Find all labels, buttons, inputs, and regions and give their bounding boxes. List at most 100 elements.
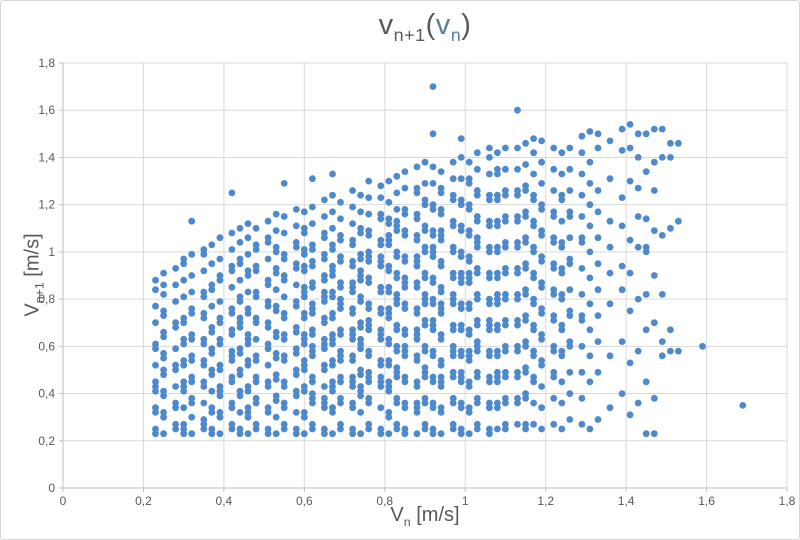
data-point	[208, 286, 216, 294]
data-point	[618, 147, 626, 154]
data-point	[522, 286, 529, 294]
data-point	[530, 217, 537, 225]
data-point	[449, 274, 457, 282]
data-point	[538, 232, 545, 239]
data-point	[538, 137, 545, 145]
data-point	[337, 425, 344, 433]
data-point	[449, 368, 457, 376]
data-point	[437, 283, 445, 291]
data-point	[578, 368, 586, 376]
data-point	[180, 430, 188, 438]
data-point	[449, 243, 457, 251]
data-point	[236, 276, 244, 284]
data-point	[530, 420, 537, 428]
data-point	[558, 295, 566, 303]
data-point	[634, 130, 642, 138]
data-point	[321, 366, 328, 374]
data-point	[449, 399, 457, 407]
data-point	[300, 413, 308, 421]
data-point	[208, 260, 216, 268]
data-point	[300, 335, 308, 343]
data-point	[566, 165, 574, 173]
data-point	[465, 430, 473, 438]
data-point	[606, 269, 614, 277]
data-point	[401, 206, 409, 213]
data-point	[642, 243, 650, 251]
data-point	[421, 394, 429, 402]
data-point	[514, 291, 521, 298]
y-tick-label: 1	[48, 245, 55, 259]
data-point	[594, 368, 602, 376]
data-point	[280, 378, 288, 386]
data-point	[152, 378, 159, 386]
data-point	[309, 420, 316, 428]
data-point	[357, 340, 364, 348]
data-point	[321, 234, 328, 242]
data-point	[413, 309, 421, 317]
data-point	[522, 260, 529, 268]
data-point	[252, 357, 260, 364]
data-point	[473, 425, 481, 433]
data-point	[494, 170, 501, 178]
data-point	[486, 154, 493, 161]
data-point	[216, 430, 224, 438]
data-point	[329, 387, 336, 395]
data-point	[421, 227, 429, 235]
data-point	[578, 239, 586, 246]
data-point	[465, 300, 473, 308]
data-point	[236, 387, 244, 395]
data-point	[365, 227, 373, 235]
data-point	[337, 257, 344, 265]
data-point	[486, 222, 493, 230]
data-point	[244, 430, 252, 438]
data-point	[349, 404, 356, 412]
data-point	[188, 378, 196, 386]
data-point	[377, 357, 385, 364]
data-point	[522, 139, 529, 147]
data-point	[465, 279, 473, 286]
data-point	[252, 241, 260, 249]
data-point	[550, 187, 558, 194]
data-point	[292, 265, 300, 272]
data-point	[502, 368, 509, 376]
data-point	[494, 352, 501, 360]
data-point	[401, 404, 409, 412]
data-point	[457, 227, 465, 235]
data-point	[357, 298, 364, 305]
data-point	[514, 187, 521, 194]
data-point	[566, 312, 574, 319]
data-point	[300, 366, 308, 374]
data-point	[377, 236, 385, 244]
data-point	[522, 368, 529, 376]
data-point	[550, 368, 558, 376]
data-point	[349, 236, 356, 244]
data-point	[357, 392, 364, 400]
data-point	[429, 326, 437, 334]
data-point	[337, 215, 344, 223]
data-point	[538, 361, 545, 369]
data-point	[329, 241, 336, 249]
data-point	[272, 350, 280, 357]
data-point	[252, 335, 260, 343]
data-point	[502, 213, 509, 220]
data-point	[228, 352, 236, 360]
data-point	[365, 326, 373, 334]
data-point	[236, 350, 244, 357]
data-point	[329, 170, 336, 178]
data-point	[494, 269, 501, 277]
data-point	[530, 196, 537, 204]
data-point	[236, 371, 244, 379]
data-point	[578, 312, 586, 319]
data-point	[321, 345, 328, 353]
data-point	[264, 430, 272, 438]
data-point	[172, 345, 180, 353]
data-point	[309, 390, 316, 397]
data-point	[216, 314, 224, 322]
data-point	[502, 187, 509, 194]
data-point	[280, 250, 288, 258]
data-point	[413, 215, 421, 223]
data-point	[550, 420, 558, 428]
data-point	[272, 286, 280, 294]
data-point	[393, 274, 401, 282]
data-point	[309, 326, 316, 334]
